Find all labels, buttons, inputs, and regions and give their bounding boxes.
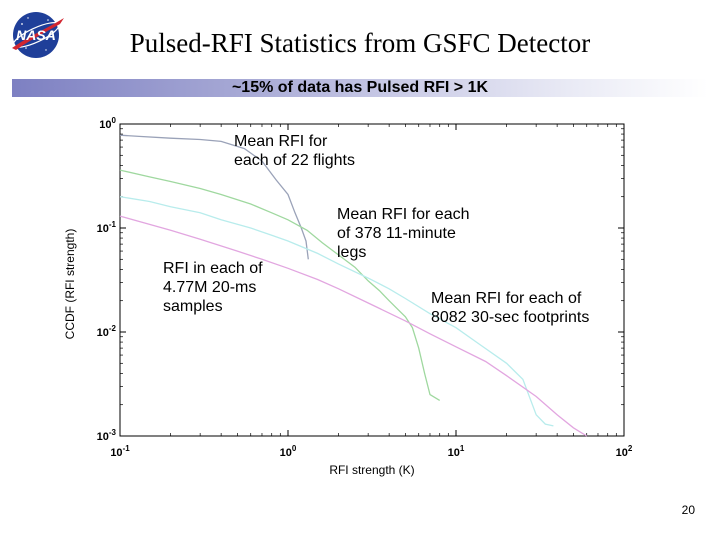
series-line-1 [119,134,309,260]
plot-ticks: 10-1 100 101 102 100 10-1 10-2 10-3 [97,116,633,459]
y-tick-label: 100 [99,116,116,131]
annotation-footprints: Mean RFI for each of 8082 30-sec footpri… [431,290,590,326]
y-tick-label: 10-2 [97,324,117,339]
x-tick-label: 101 [448,444,465,459]
x-tick-label: 102 [616,444,633,459]
x-tick-label: 100 [280,444,297,459]
y-axis-label: CCDF (RFI strength) [63,229,77,340]
annotation-legs: Mean RFI for each of 378 11-minute legs [337,206,470,261]
slide-title: Pulsed-RFI Statistics from GSFC Detector [129,28,591,58]
series-line-3 [119,196,554,427]
plot-area-border [119,123,625,437]
annotation-flights: Mean RFI for each of 22 flights [234,133,355,169]
nasa-logo-vector [12,18,64,50]
banner: ~15% of data has Pulsed RFI > 1K [12,79,708,97]
y-tick-label: 10-1 [97,220,117,235]
y-tick-label: 10-3 [97,428,117,443]
banner-text: ~15% of data has Pulsed RFI > 1K [231,79,489,96]
x-tick-label: 10-1 [110,444,130,459]
x-axis-label: RFI strength (K) [329,463,414,477]
plot-series [119,134,588,437]
series-line-2 [119,169,441,401]
page-number: 20 [681,503,695,517]
nasa-logo-text: NASA [16,27,56,43]
nasa-logo: NASA [12,12,64,58]
series-line-4 [119,215,588,437]
plot-frame [119,123,625,437]
annotation-samples: RFI in each of 4.77M 20-ms samples [163,260,263,315]
